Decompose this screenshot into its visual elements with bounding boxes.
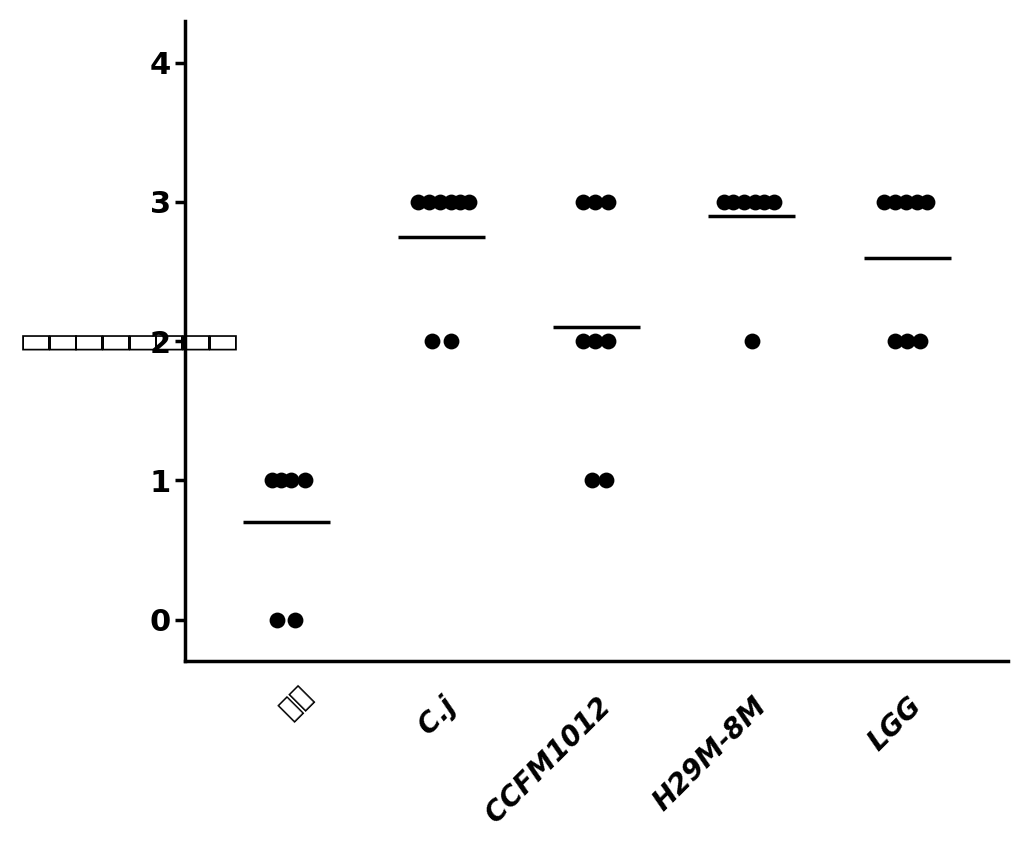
Point (919, 195, 935, 209)
Point (887, 334, 903, 348)
Point (424, 334, 440, 348)
Point (599, 195, 615, 209)
Point (744, 334, 760, 348)
Point (716, 195, 733, 209)
Point (442, 334, 459, 348)
Point (598, 474, 614, 488)
Point (296, 474, 313, 488)
Point (283, 474, 299, 488)
Point (766, 195, 782, 209)
Point (442, 195, 459, 209)
Point (587, 334, 603, 348)
Point (725, 195, 742, 209)
Point (274, 474, 290, 488)
Point (899, 334, 916, 348)
Point (421, 195, 437, 209)
Y-axis label: 小
鼠
簪
便
隐
血
评
分: 小 鼠 簪 便 隐 血 评 分 (21, 332, 237, 350)
Point (410, 195, 426, 209)
Text: 对照: 对照 (275, 680, 318, 723)
Point (587, 195, 603, 209)
Point (583, 474, 600, 488)
Point (461, 195, 477, 209)
Text: LGG: LGG (862, 692, 927, 756)
Text: CCFM1012: CCFM1012 (481, 692, 616, 828)
Point (269, 613, 285, 627)
Text: H29M-8M: H29M-8M (647, 692, 772, 817)
Point (264, 474, 281, 488)
Point (574, 195, 591, 209)
Point (912, 334, 928, 348)
Point (452, 195, 468, 209)
Point (876, 195, 892, 209)
Point (287, 613, 304, 627)
Text: C.j: C.j (413, 692, 461, 740)
Point (756, 195, 773, 209)
Point (431, 195, 448, 209)
Point (599, 334, 615, 348)
Point (909, 195, 925, 209)
Point (887, 195, 903, 209)
Point (736, 195, 752, 209)
Point (574, 334, 591, 348)
Point (897, 195, 914, 209)
Point (747, 195, 764, 209)
